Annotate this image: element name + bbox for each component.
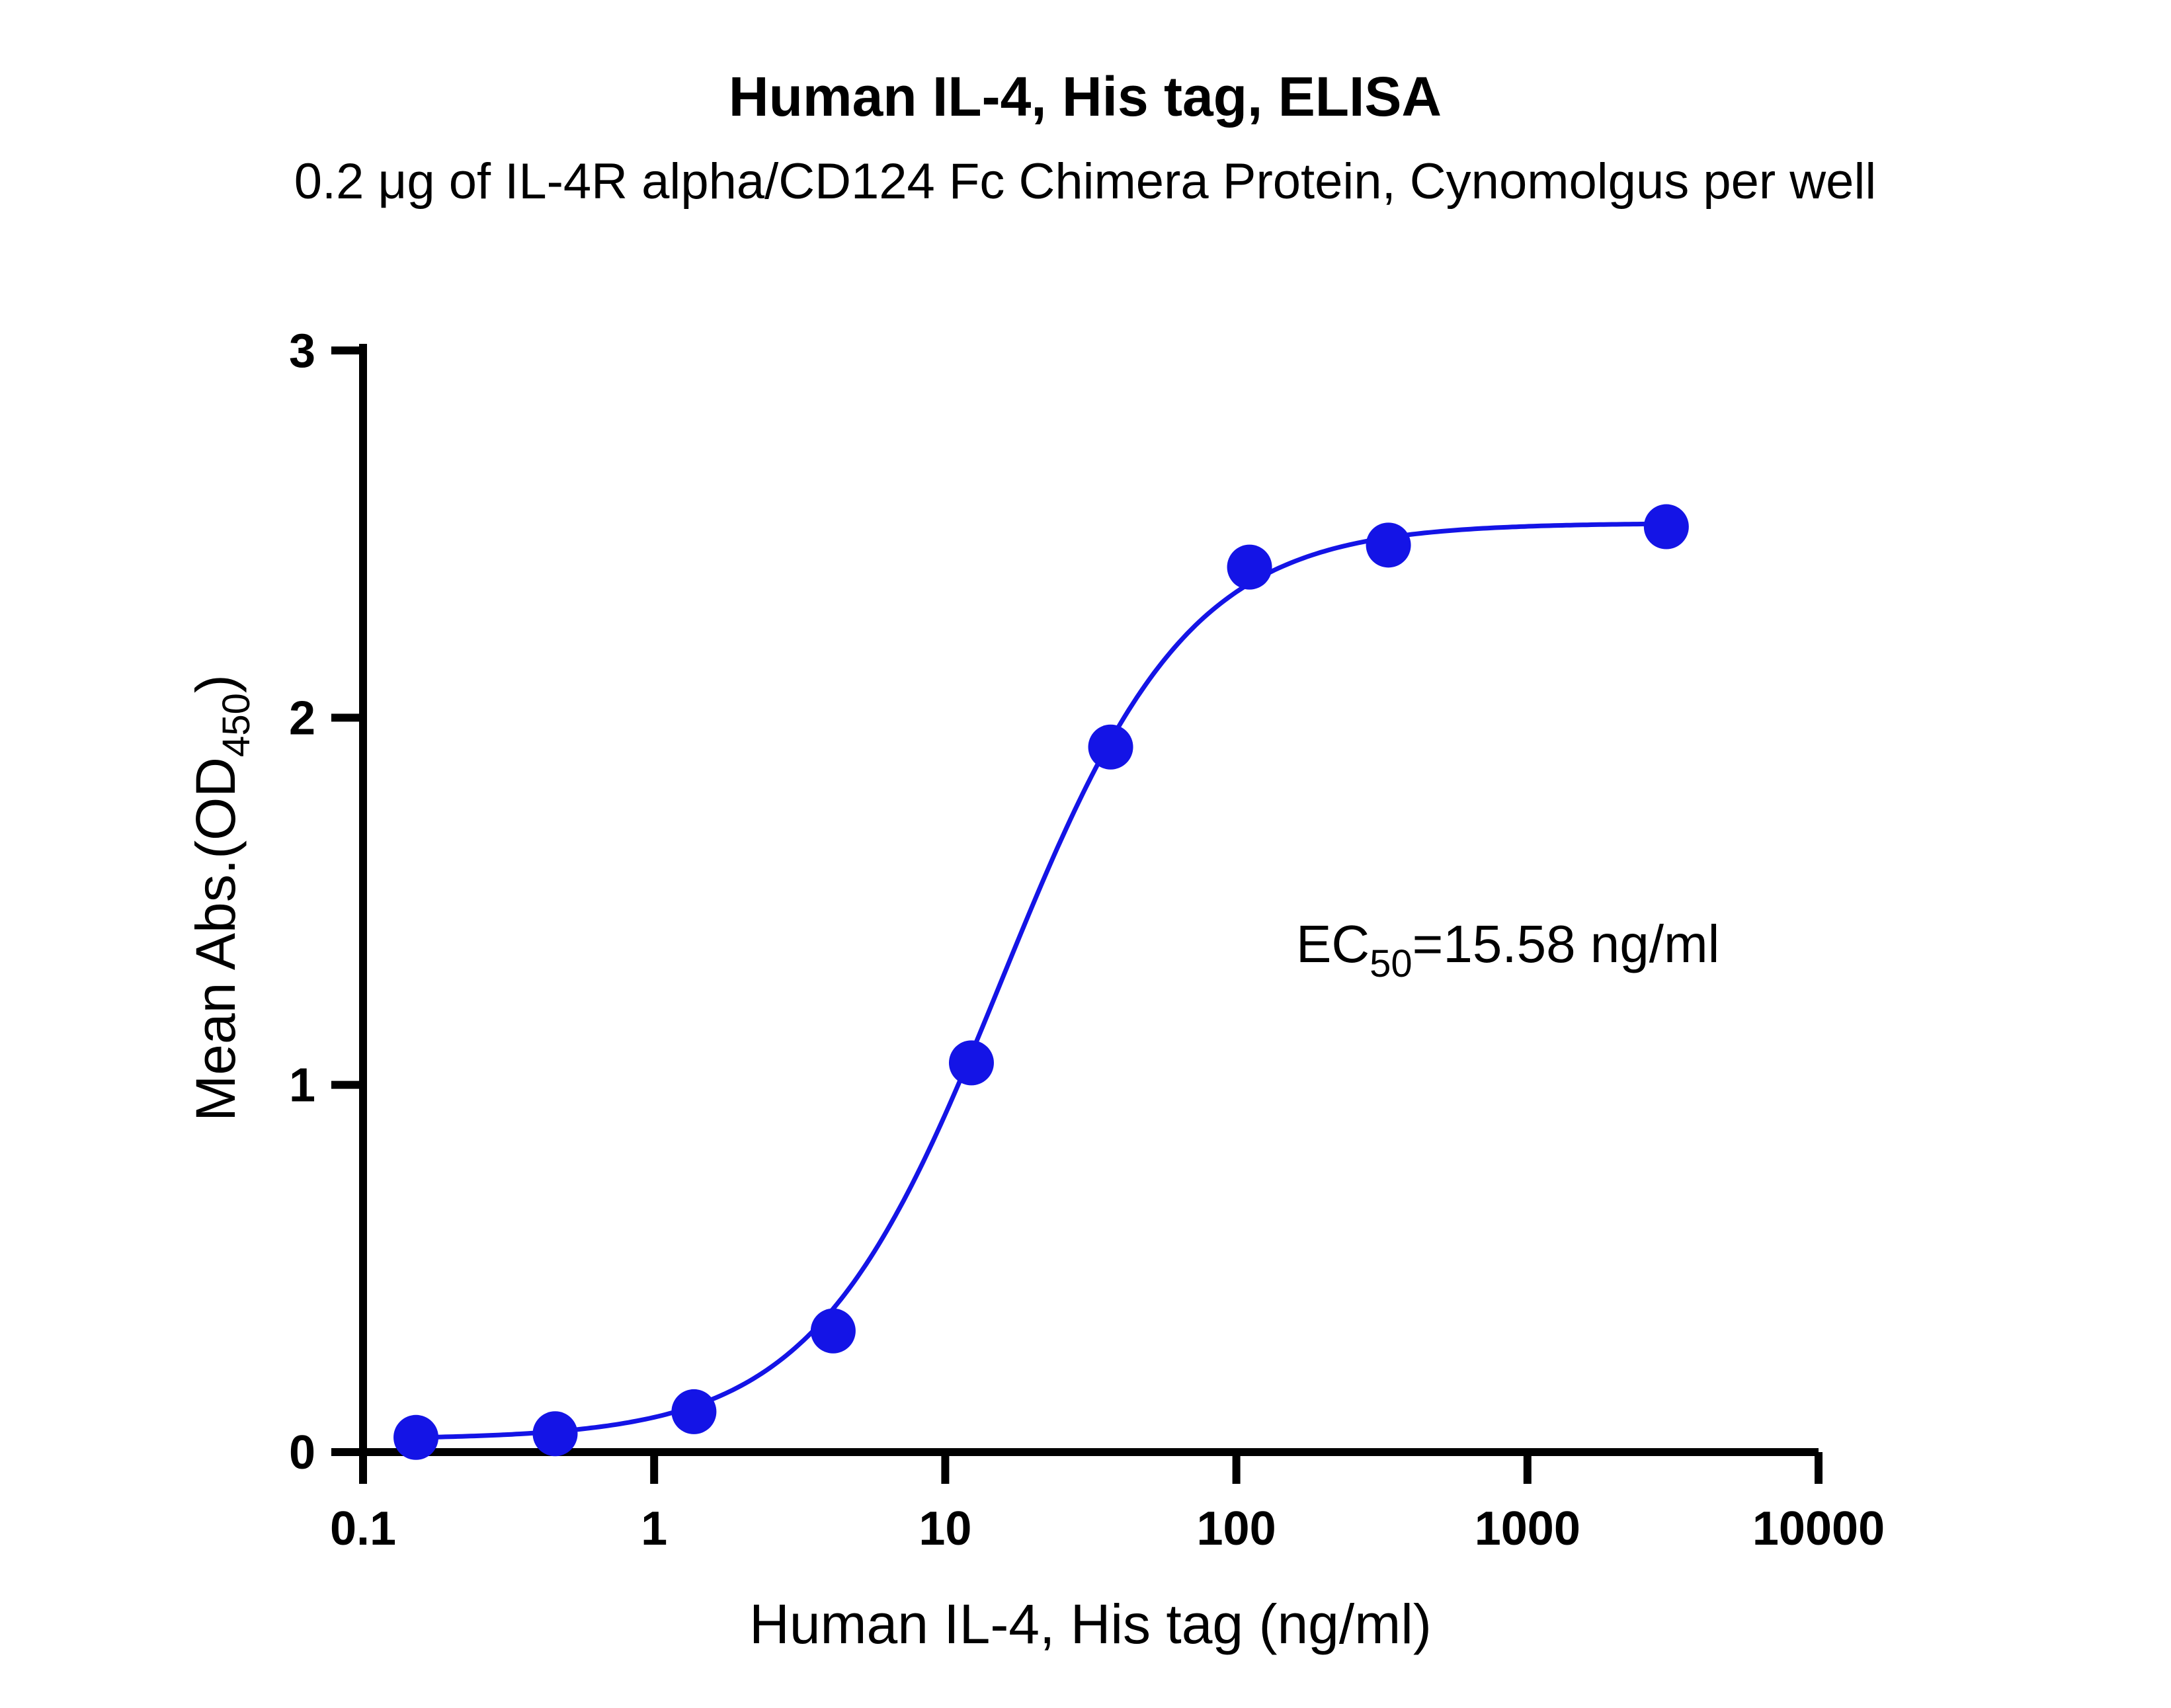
- data-point: [810, 1308, 856, 1354]
- y-tick-label: 3: [289, 325, 315, 378]
- data-point: [1643, 504, 1689, 549]
- ec50-prefix: EC: [1296, 915, 1370, 973]
- data-point: [1366, 522, 1411, 568]
- x-tick-label: 0.1: [330, 1502, 396, 1555]
- x-ticks: 0.1 1 10 100 1000 10000: [330, 1452, 1885, 1555]
- ec50-annotation: EC50=15.58 ng/ml: [1296, 915, 1719, 985]
- y-tick-label: 0: [289, 1426, 315, 1479]
- x-tick-label: 10000: [1752, 1502, 1885, 1555]
- data-point: [948, 1040, 994, 1086]
- ec50-suffix: =15.58 ng/ml: [1413, 915, 1720, 973]
- y-axis-title: Mean Abs.(OD450): [184, 674, 258, 1121]
- x-tick-label: 1: [641, 1502, 667, 1555]
- y-axis-title-main: Mean Abs.(OD: [184, 757, 247, 1121]
- data-point: [1227, 544, 1272, 590]
- fit-curve: [415, 521, 1666, 1440]
- x-axis-title: Human IL-4, His tag (ng/ml): [749, 1593, 1432, 1655]
- y-tick-label: 2: [289, 692, 315, 745]
- y-axis-title-close: ): [184, 674, 247, 693]
- axes: [359, 344, 1819, 1456]
- data-point: [393, 1414, 439, 1460]
- data-point: [1088, 724, 1133, 770]
- data-point: [671, 1389, 717, 1434]
- x-tick-label: 1000: [1475, 1502, 1580, 1555]
- chart-subtitle: 0.2 μg of IL-4R alpha/CD124 Fc Chimera P…: [294, 153, 1876, 210]
- chart-title: Human IL-4, His tag, ELISA: [729, 65, 1442, 128]
- x-tick-label: 100: [1197, 1502, 1276, 1555]
- ec50-subscript: 50: [1370, 942, 1413, 985]
- y-axis-title-subscript: 450: [215, 693, 258, 757]
- x-tick-label: 10: [919, 1502, 971, 1555]
- data-points: [393, 504, 1689, 1460]
- data-point: [532, 1411, 578, 1457]
- y-ticks: 0 1 2 3: [289, 325, 363, 1479]
- y-tick-label: 1: [289, 1059, 315, 1112]
